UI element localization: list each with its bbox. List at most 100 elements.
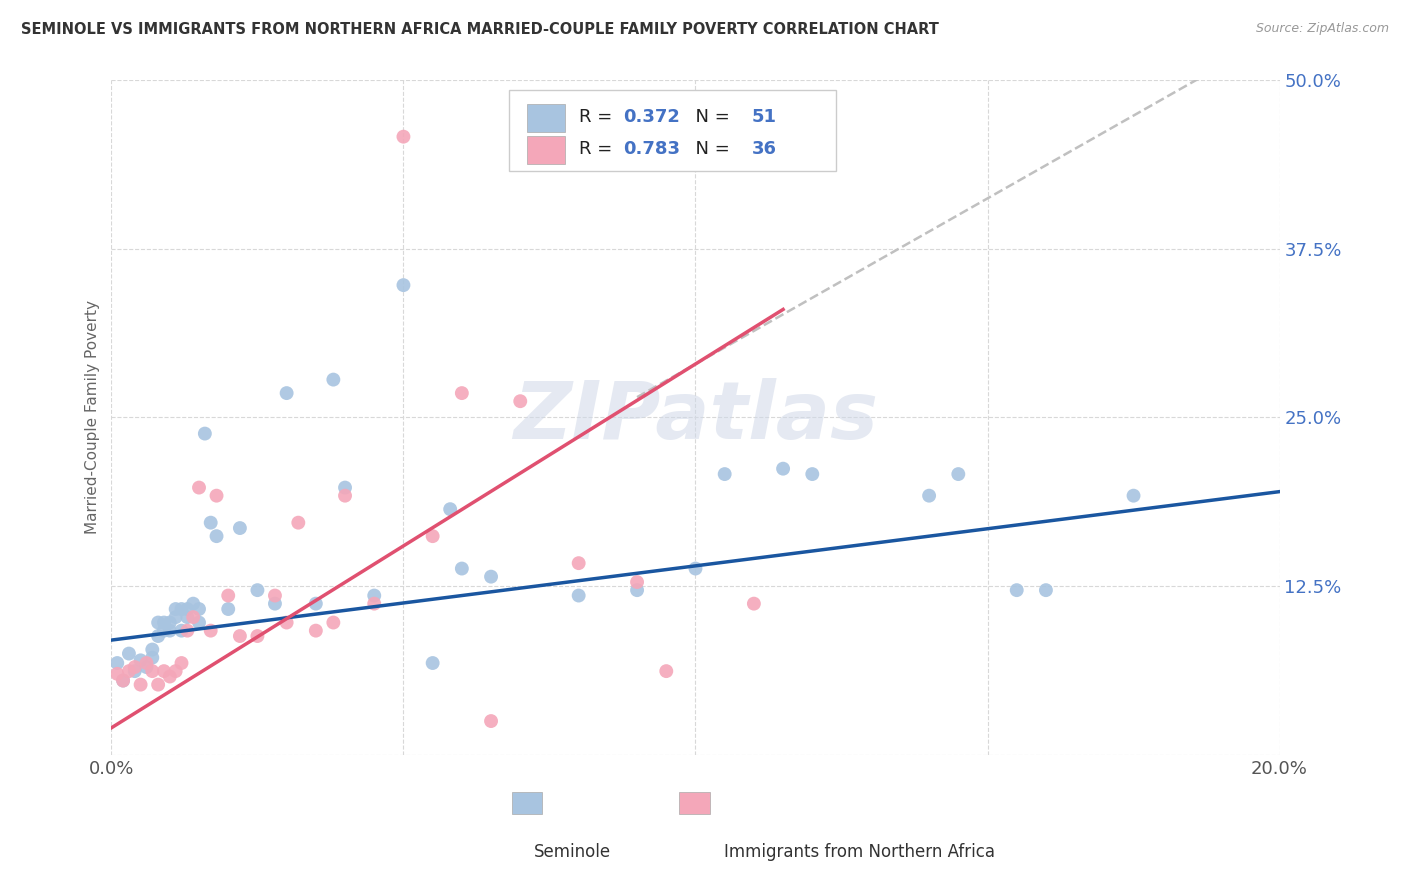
Point (568, 556, 591, 570)
Point (713, 467, 735, 481)
Point (200, 516, 222, 530)
Point (129, 678, 152, 692)
Point (170, 624, 193, 638)
Point (333, 481, 356, 495)
Point (305, 597, 328, 611)
Point (129, 653, 152, 667)
Point (135, 656, 157, 670)
Point (188, 481, 211, 495)
Point (124, 664, 146, 678)
Point (246, 629, 269, 643)
Point (1005, 583, 1028, 598)
FancyBboxPatch shape (527, 103, 565, 132)
Point (112, 673, 135, 688)
Point (287, 516, 309, 530)
Text: R =: R = (579, 108, 617, 126)
Point (450, 386, 472, 401)
Point (124, 660, 146, 674)
Text: Immigrants from Northern Africa: Immigrants from Northern Africa (724, 843, 995, 861)
Point (135, 660, 157, 674)
Text: 0.372: 0.372 (623, 108, 681, 126)
Point (422, 529, 444, 543)
Point (105, 656, 128, 670)
Point (264, 589, 287, 603)
Point (176, 610, 198, 624)
FancyBboxPatch shape (512, 792, 543, 814)
Point (568, 589, 591, 603)
Point (422, 656, 444, 670)
Point (626, 575, 648, 590)
FancyBboxPatch shape (509, 90, 835, 171)
Text: R =: R = (579, 140, 617, 159)
Point (170, 656, 193, 670)
Point (170, 602, 193, 616)
Point (165, 664, 187, 678)
Point (685, 561, 707, 575)
Point (188, 602, 211, 616)
Point (141, 642, 163, 657)
Text: Seminole: Seminole (534, 843, 612, 861)
Point (146, 678, 169, 692)
Point (141, 664, 163, 678)
Point (742, 597, 765, 611)
Point (439, 502, 461, 516)
FancyBboxPatch shape (527, 136, 565, 164)
Point (176, 624, 198, 638)
Point (229, 629, 252, 643)
Point (153, 624, 176, 638)
Point (450, 561, 472, 575)
Point (264, 597, 287, 611)
Point (105, 666, 128, 681)
Point (146, 615, 169, 630)
Point (188, 615, 211, 630)
Point (1122, 489, 1144, 503)
Point (176, 602, 198, 616)
Point (392, 129, 415, 144)
Text: ZIPatlas: ZIPatlas (513, 378, 877, 457)
Point (146, 629, 169, 643)
Point (246, 583, 269, 598)
Point (181, 610, 204, 624)
Point (322, 373, 344, 387)
Point (322, 615, 344, 630)
Point (205, 529, 228, 543)
Point (200, 624, 222, 638)
Text: 51: 51 (752, 108, 776, 126)
Point (801, 467, 824, 481)
Text: Source: ZipAtlas.com: Source: ZipAtlas.com (1256, 22, 1389, 36)
Text: 36: 36 (752, 140, 776, 159)
Point (948, 467, 970, 481)
Text: 0.783: 0.783 (623, 140, 681, 159)
Point (217, 602, 239, 616)
Point (194, 426, 217, 441)
Point (153, 615, 176, 630)
Text: N =: N = (683, 140, 735, 159)
Text: SEMINOLE VS IMMIGRANTS FROM NORTHERN AFRICA MARRIED-COUPLE FAMILY POVERTY CORREL: SEMINOLE VS IMMIGRANTS FROM NORTHERN AFR… (21, 22, 939, 37)
Point (159, 615, 181, 630)
Point (217, 589, 239, 603)
Y-axis label: Married-Couple Family Poverty: Married-Couple Family Poverty (86, 301, 100, 534)
Text: N =: N = (683, 108, 735, 126)
Point (112, 673, 135, 688)
Point (479, 714, 502, 728)
Point (772, 461, 794, 475)
Point (229, 521, 252, 535)
Point (333, 489, 356, 503)
Point (165, 610, 187, 624)
Point (205, 489, 228, 503)
Point (118, 647, 141, 661)
Point (165, 602, 187, 616)
Point (1035, 583, 1057, 598)
Point (153, 664, 176, 678)
Point (479, 569, 502, 583)
Point (363, 589, 385, 603)
Point (918, 489, 941, 503)
Point (118, 664, 141, 678)
Point (363, 597, 385, 611)
Point (181, 597, 204, 611)
Point (305, 624, 328, 638)
Point (141, 650, 163, 665)
Point (159, 669, 181, 683)
Point (626, 583, 648, 598)
Point (392, 278, 415, 293)
